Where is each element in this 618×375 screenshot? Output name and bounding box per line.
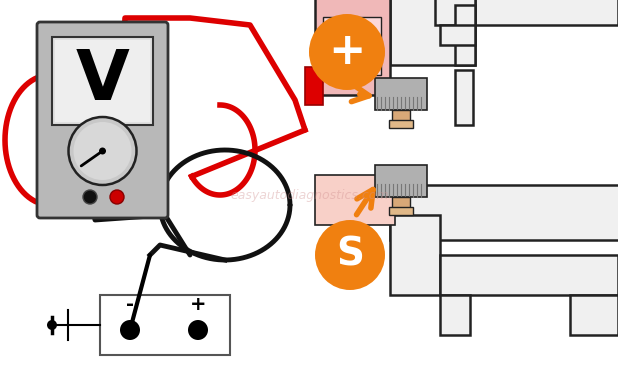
Bar [55,40,150,122]
Circle shape [47,320,57,330]
Bar [470,0,618,25]
Text: S: S [336,236,364,274]
Bar [389,120,413,128]
Bar [305,67,323,105]
Text: +: + [190,296,206,315]
Circle shape [69,117,137,185]
Bar [315,175,395,225]
Bar [375,165,427,197]
Bar [315,0,390,95]
Bar [389,207,413,215]
Text: +: + [328,30,366,74]
Text: -: - [126,296,134,315]
Bar [100,295,230,355]
Circle shape [74,122,132,180]
Bar [390,185,618,240]
Bar [390,215,440,295]
Bar [440,25,475,45]
Circle shape [315,220,385,290]
Bar [570,295,618,335]
Bar [440,255,618,295]
Text: V: V [75,48,129,114]
Bar [455,70,473,125]
Bar [375,78,427,110]
Bar [323,17,381,75]
Bar [440,295,470,335]
FancyBboxPatch shape [37,22,168,218]
Circle shape [110,190,124,204]
Text: easyautodiagnostics.com: easyautodiagnostics.com [231,189,389,201]
Bar [52,37,153,125]
Circle shape [309,14,385,90]
Circle shape [120,320,140,340]
Bar [390,0,475,65]
Circle shape [188,320,208,340]
Circle shape [99,147,106,154]
Circle shape [83,190,97,204]
Bar [392,197,410,211]
Bar [455,5,475,65]
Bar [392,110,410,124]
Bar [435,0,475,25]
